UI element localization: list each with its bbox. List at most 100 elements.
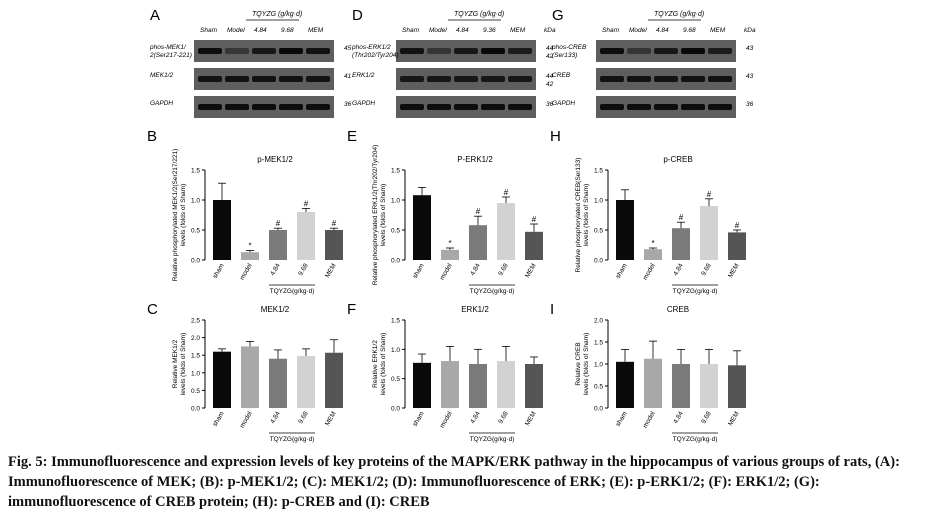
blot-letter: G <box>552 7 564 24</box>
y-tick-label: 0.5 <box>191 228 200 235</box>
blot-band <box>427 76 451 82</box>
blot-band <box>252 104 276 110</box>
y-tick-label: 1.5 <box>391 318 400 325</box>
bar-MEM <box>525 364 543 408</box>
bar-4.84 <box>672 364 690 408</box>
blot-band <box>454 104 478 110</box>
blot-lane-label: Sham <box>402 27 420 34</box>
bar-4.84 <box>672 228 690 260</box>
bar-model <box>644 249 662 260</box>
x-tick-label: 4.84 <box>469 262 482 277</box>
figure-caption: Fig. 5: Immunofluorescence and expressio… <box>8 454 900 510</box>
blot-lane-label: Model <box>629 27 647 34</box>
blot-band <box>306 76 330 82</box>
x-tick-label: 4.84 <box>469 410 482 425</box>
blot-kda-value: 44 42 <box>546 73 554 88</box>
blot-kda-value: 43 <box>746 45 754 52</box>
chart-svg-b: Bp-MEK1/2 0.0 0.5 1.0 1.5 Relative phosphoryl… <box>147 128 343 295</box>
x-tick-label: sham <box>212 411 226 428</box>
chart-svg-f: F ERK1/2 0.0 0.5 1.0 1.5 Relative ERK1/2levels… <box>347 301 543 443</box>
blot-row-label: phos-ERK1/2 (Thr202/Tyr204) <box>352 44 398 59</box>
y-tick-label: 1.0 <box>191 370 200 377</box>
x-tick-label: 4.84 <box>672 410 685 425</box>
significance-mark: # <box>476 207 481 216</box>
blot-band <box>252 76 276 82</box>
bar-model <box>241 252 259 260</box>
y-axis-label: Relative phosphorylated CREB(Ser133)leve… <box>575 158 590 273</box>
x-tick-label: sham <box>212 263 226 280</box>
blot-group-header: TQYZG (g/kg·d) <box>252 11 302 18</box>
x-tick-label: MEM <box>324 411 338 428</box>
y-tick-label: 1.5 <box>191 353 200 360</box>
bar-MEM <box>325 352 343 408</box>
x-tick-label: 9.68 <box>297 262 310 277</box>
blot-band <box>225 48 249 54</box>
x-tick-label: 9.68 <box>497 262 510 277</box>
chart-title: P-ERK1/2 <box>457 155 493 164</box>
y-tick-label: 1.0 <box>391 198 400 205</box>
x-tick-label: model <box>439 410 454 429</box>
blot-band <box>306 48 330 54</box>
blot-svg-creb: G TQYZG (g/kg·d) Sham Model 4.84 9.68 MEM kDa ph… <box>551 7 756 118</box>
blot-band <box>454 48 478 54</box>
significance-mark: # <box>679 213 684 222</box>
x-tick-label: MEM <box>524 411 538 428</box>
chart-letter: H <box>550 128 561 145</box>
group-label: TQYZG(g/kg·d) <box>673 288 718 295</box>
y-tick-label: 2.5 <box>191 318 200 325</box>
group-label: TQYZG(g/kg·d) <box>673 436 718 443</box>
y-axis-label: Relative phosphorylated MEK1/2(Ser217/22… <box>172 149 187 282</box>
blot-lane-label: Model <box>429 27 447 34</box>
significance-mark: # <box>707 190 712 199</box>
significance-mark: # <box>735 221 740 230</box>
blot-band <box>306 104 330 110</box>
blot-row-label: GAPDH <box>352 100 375 107</box>
y-axis-label: Relative CREBlevels (folds of Sham) <box>575 333 590 396</box>
blot-lane-label: 9.68 <box>683 27 696 34</box>
bar-4.84 <box>469 225 487 260</box>
bar-model <box>441 249 459 260</box>
y-tick-label: 2.0 <box>594 318 603 325</box>
chart-svg-e: E P-ERK1/2 0.0 0.5 1.0 1.5 Relative phosphoryl… <box>347 128 543 295</box>
blot-lane-label: Sham <box>200 27 218 34</box>
chart-letter: C <box>147 301 158 318</box>
blot-kda-value: 41 <box>344 73 352 80</box>
blot-lane-label: MEM <box>510 27 526 34</box>
blot-band <box>198 48 222 54</box>
blot-row-label: MEK1/2 <box>150 72 174 79</box>
blot-row-label: GAPDH <box>552 100 575 107</box>
bar-MEM <box>728 365 746 408</box>
chart-title: CREB <box>667 305 689 314</box>
x-tick-label: sham <box>412 411 426 428</box>
blot-band <box>454 76 478 82</box>
bar-9.68 <box>297 355 315 408</box>
bar-sham <box>616 361 634 408</box>
blot-letter: D <box>352 7 363 24</box>
x-tick-label: 9.68 <box>700 262 713 277</box>
blot-row-label: CREB <box>552 72 571 79</box>
x-tick-label: 4.84 <box>672 262 685 277</box>
blot-band <box>252 48 276 54</box>
y-tick-label: 0.0 <box>594 406 603 413</box>
blot-band <box>708 76 732 82</box>
bar-MEM <box>525 231 543 260</box>
blot-kda-value: 36 <box>746 101 754 108</box>
blot-band <box>481 104 505 110</box>
blot-band <box>654 48 678 54</box>
blot-lane-label: 4.84 <box>456 27 469 34</box>
x-tick-label: sham <box>412 263 426 280</box>
y-tick-label: 0.5 <box>391 376 400 383</box>
significance-mark: # <box>532 215 537 224</box>
bar-sham <box>413 362 431 408</box>
y-tick-label: 1.5 <box>594 168 603 175</box>
y-tick-label: 0.0 <box>191 258 200 265</box>
blot-band <box>481 76 505 82</box>
blot-band <box>279 104 303 110</box>
chart-title: p-CREB <box>663 155 692 164</box>
blot-panel-mek: A TQYZG (g/kg·d) Sham Model 4.84 9.68 MEM phos-… <box>149 4 360 122</box>
blot-band <box>427 48 451 54</box>
chart-letter: E <box>347 128 357 145</box>
group-label: TQYZG(g/kg·d) <box>470 436 515 443</box>
blot-group-header: TQYZG (g/kg·d) <box>454 11 504 18</box>
bar-model <box>241 346 259 408</box>
